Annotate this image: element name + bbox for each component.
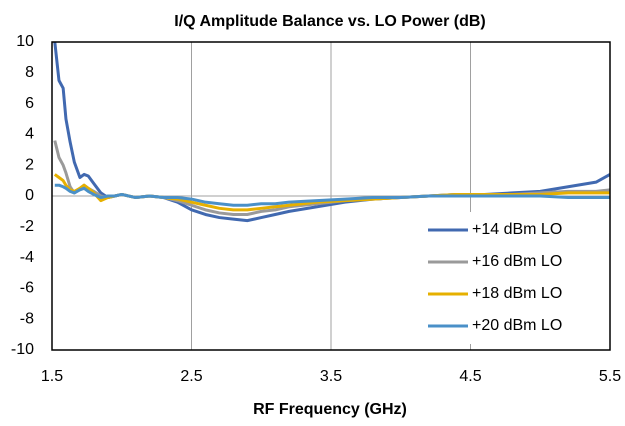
series-line (53, 140, 610, 216)
y-tick-label: -2 (20, 218, 34, 235)
plot-border (51, 41, 611, 351)
x-axis-label: RF Frequency (GHz) (253, 401, 407, 418)
plot-lines (53, 42, 610, 223)
y-tick-label: -8 (20, 310, 34, 327)
y-tick-label: 2 (25, 156, 34, 173)
y-tick-label: -4 (20, 249, 34, 266)
y-tick-label: 10 (16, 33, 34, 50)
y-tick-label: 0 (25, 187, 34, 204)
legend-label: +14 dBm LO (472, 221, 562, 238)
y-tick-label: -6 (20, 280, 34, 297)
x-tick-label: 4.5 (459, 368, 481, 385)
x-tick-label: 3.5 (320, 368, 342, 385)
legend-label: +20 dBm LO (472, 317, 562, 334)
y-tick-label: -10 (11, 341, 34, 358)
y-tick-label: 6 (25, 95, 34, 112)
series-line (54, 183, 610, 207)
legend-label: +16 dBm LO (472, 253, 562, 270)
x-tick-label: 5.5 (599, 368, 621, 385)
y-tick-label: 4 (25, 126, 34, 143)
y-tick-label: 8 (25, 64, 34, 81)
legend-label: +18 dBm LO (472, 285, 562, 302)
legend-box (420, 212, 606, 344)
x-tick-label: 2.5 (180, 368, 202, 385)
x-tick-label: 1.5 (41, 368, 63, 385)
chart-title: I/Q Amplitude Balance vs. LO Power (dB) (174, 13, 485, 30)
